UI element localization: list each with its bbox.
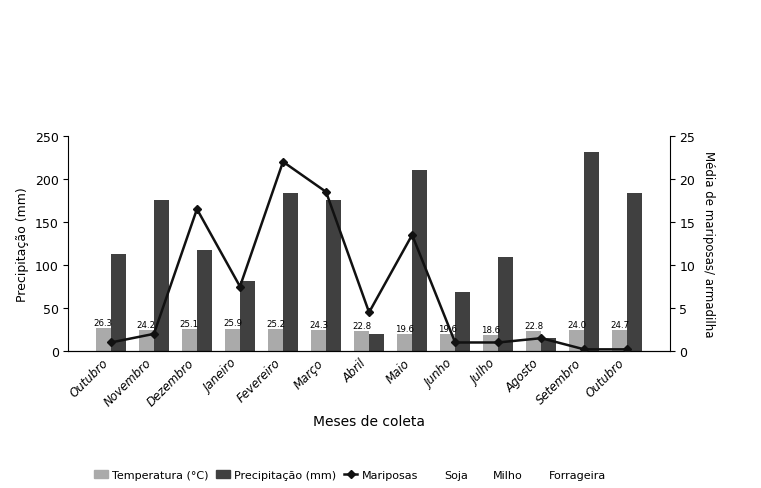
Bar xyxy=(354,332,369,351)
Bar xyxy=(283,193,298,351)
Bar xyxy=(326,200,341,351)
Bar xyxy=(225,329,240,351)
Text: 25.9: 25.9 xyxy=(223,319,242,328)
Bar xyxy=(483,335,498,351)
Bar xyxy=(268,330,283,351)
X-axis label: Meses de coleta: Meses de coleta xyxy=(313,414,425,428)
Text: 19.6: 19.6 xyxy=(438,324,457,333)
Text: 25.1: 25.1 xyxy=(180,320,199,328)
Bar xyxy=(311,330,326,351)
Bar xyxy=(369,334,384,351)
Bar xyxy=(613,330,627,351)
Text: 24.3: 24.3 xyxy=(309,320,328,329)
Bar xyxy=(569,331,584,351)
Bar xyxy=(96,329,111,351)
Y-axis label: Média de mariposas/ armadilha: Média de mariposas/ armadilha xyxy=(702,151,715,337)
Text: 24.2: 24.2 xyxy=(137,320,156,329)
Bar xyxy=(139,330,154,351)
Bar xyxy=(627,193,642,351)
Bar xyxy=(440,335,455,351)
Bar xyxy=(397,335,412,351)
Y-axis label: Precipitação (mm): Precipitação (mm) xyxy=(16,187,30,301)
Text: 22.8: 22.8 xyxy=(352,322,371,330)
Bar xyxy=(412,171,427,351)
Bar xyxy=(111,254,126,351)
Text: 19.6: 19.6 xyxy=(395,324,414,333)
Legend: Temperatura (°C), Precipitação (mm), Mariposas, Soja, Milho, Forrageira: Temperatura (°C), Precipitação (mm), Mar… xyxy=(92,468,608,483)
Text: 18.6: 18.6 xyxy=(481,325,500,334)
Bar xyxy=(526,332,541,351)
Bar xyxy=(455,292,470,351)
Bar xyxy=(584,153,600,351)
Text: 25.2: 25.2 xyxy=(266,320,285,328)
Text: 22.8: 22.8 xyxy=(524,322,543,330)
Text: 24.0: 24.0 xyxy=(567,321,586,329)
Bar xyxy=(498,258,513,351)
Bar xyxy=(541,339,556,351)
Bar xyxy=(197,250,212,351)
Text: 24.7: 24.7 xyxy=(610,320,629,329)
Bar xyxy=(154,200,169,351)
Bar xyxy=(182,330,197,351)
Text: 26.3: 26.3 xyxy=(94,319,113,327)
Bar xyxy=(240,281,255,351)
